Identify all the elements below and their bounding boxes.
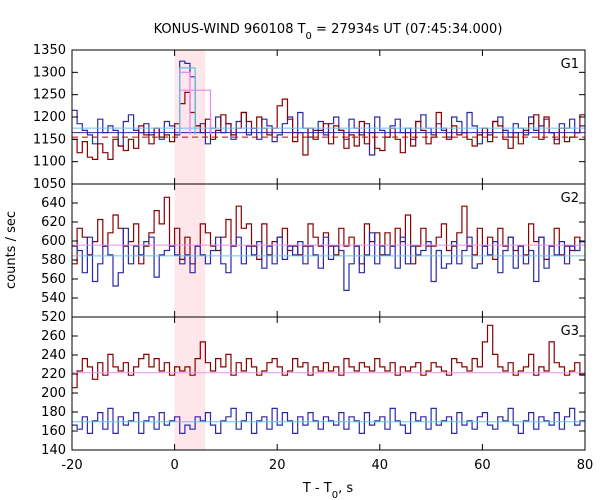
y-tick-label: 520 xyxy=(41,310,66,325)
plot-layer: 1050 1100 1150 1200 1250 1300 1350 G1 520 540 560 5… xyxy=(33,43,593,473)
x-tick-label: 20 xyxy=(269,458,286,473)
y-tick-label: 160 xyxy=(41,424,66,439)
x-tick-label: 80 xyxy=(577,458,594,473)
x-tick-label: 40 xyxy=(372,458,389,473)
chart-title: KONUS-WIND 960108 T0 = 27934s UT (07:45:… xyxy=(154,22,503,42)
y-tick-label: 1250 xyxy=(33,88,66,103)
y-tick-label: 1350 xyxy=(33,43,66,58)
panel-g2-series-low-res xyxy=(72,196,585,265)
x-axis-title: T - T0, s xyxy=(302,481,353,500)
panel-g1-label: G1 xyxy=(561,57,579,72)
y-tick-label: 1150 xyxy=(33,132,66,147)
x-tick-label: -20 xyxy=(61,458,82,473)
y-tick-label: 1100 xyxy=(33,155,66,170)
panel-g3-series-low-res xyxy=(72,324,585,389)
panel-g2-series-high-res xyxy=(72,227,585,291)
panel-g1-frame xyxy=(71,49,586,185)
y-tick-label: 1050 xyxy=(33,177,66,192)
panel-g1-burst-fine-7 xyxy=(179,67,196,135)
y-tick-label: 560 xyxy=(41,272,66,287)
y-tick-label: 600 xyxy=(41,234,66,249)
y-tick-label: 640 xyxy=(41,196,66,211)
panel-g3-label: G3 xyxy=(561,324,579,339)
y-tick-label: 1300 xyxy=(33,65,66,80)
x-tick-label: 0 xyxy=(170,458,178,473)
y-tick-label: 1200 xyxy=(33,110,66,125)
panel-g2-label: G2 xyxy=(561,191,579,206)
y-tick-label: 620 xyxy=(41,215,66,230)
y-tick-label: 200 xyxy=(41,386,66,401)
x-tick-label: 60 xyxy=(474,458,491,473)
y-tick-label: 580 xyxy=(41,253,66,268)
y-tick-label: 240 xyxy=(41,348,66,363)
panel-g1-series-low-res xyxy=(72,91,585,160)
panel-g3-frame xyxy=(71,316,586,451)
y-tick-label: 540 xyxy=(41,291,66,306)
y-tick-label: 180 xyxy=(41,405,66,420)
panel-g3-series-high-res xyxy=(72,407,585,434)
y-tick-label: 260 xyxy=(41,329,66,344)
y-axis-title: counts / sec xyxy=(4,211,19,289)
y-tick-label: 220 xyxy=(41,367,66,382)
y-tick-label: 140 xyxy=(41,443,66,458)
